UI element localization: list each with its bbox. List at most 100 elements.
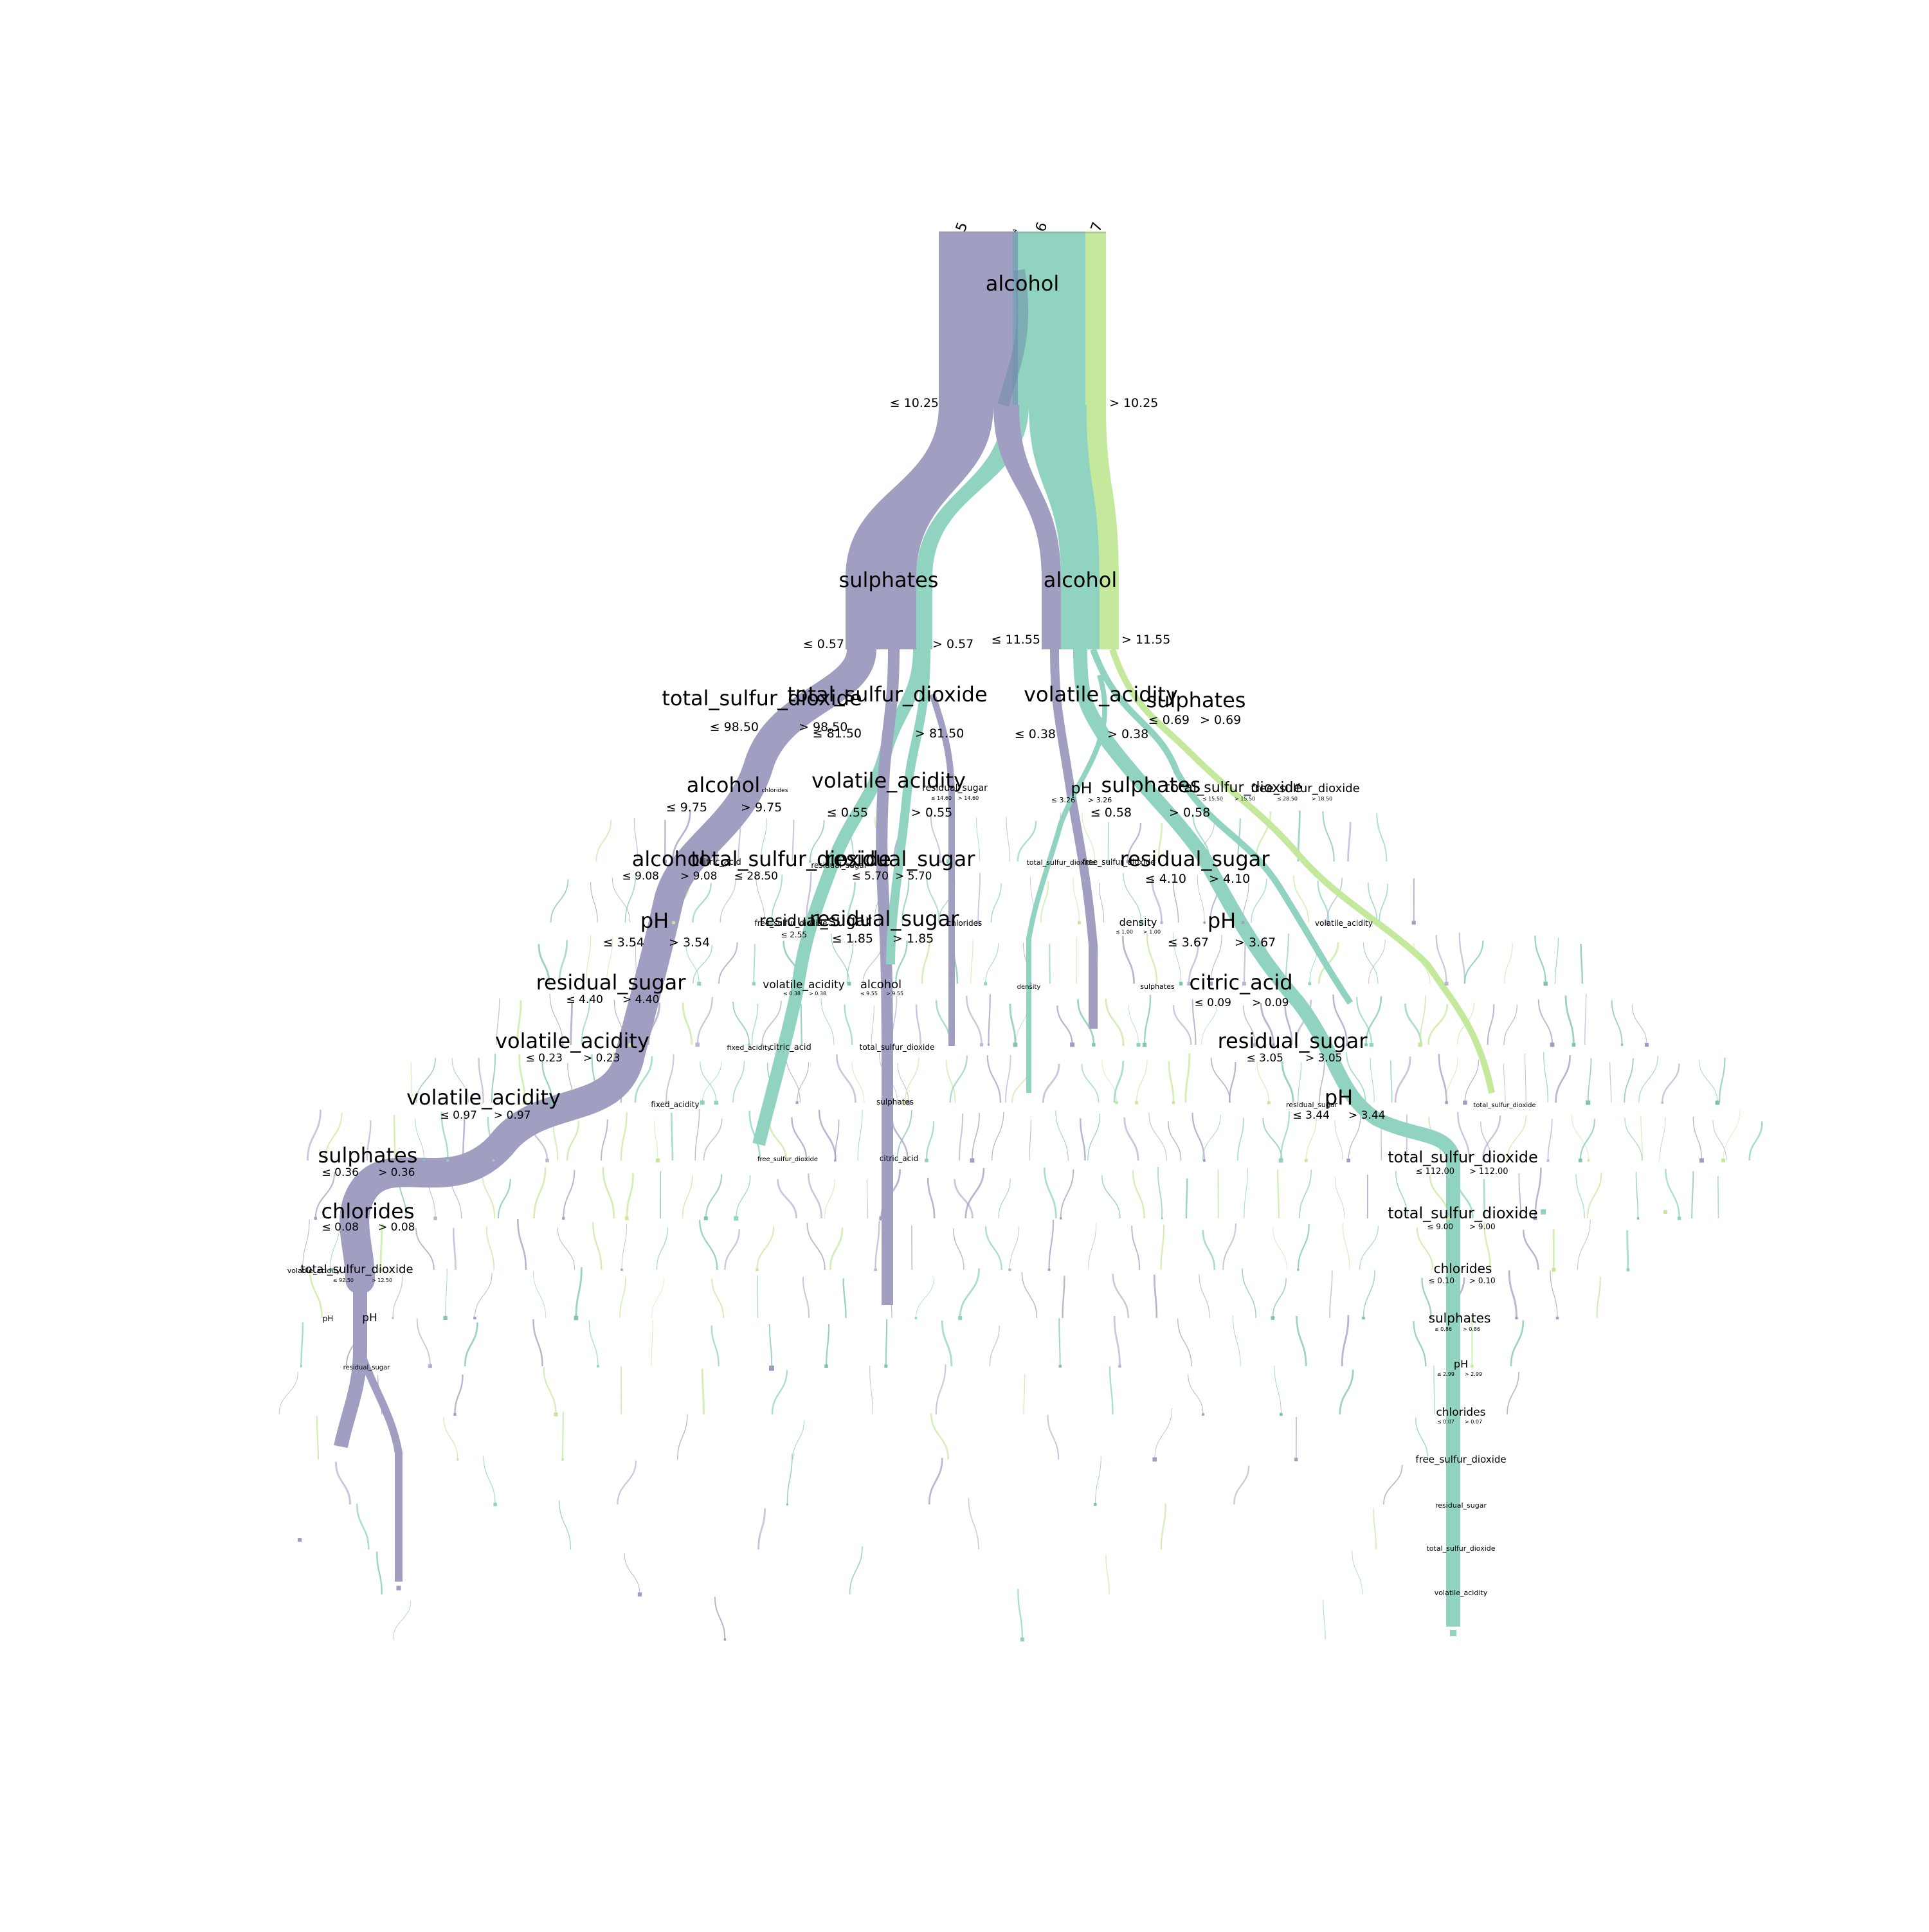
leaf-square-432 <box>1202 1413 1204 1416</box>
branch-curve-439 <box>678 1414 687 1459</box>
branch-curve-216 <box>1639 1056 1658 1103</box>
node-sulph2-left: ≤ 0.69 <box>1148 713 1190 727</box>
branch-curve-79 <box>847 940 853 984</box>
branch-curve-230 <box>554 1121 558 1160</box>
branch-curve-256 <box>1168 1121 1181 1160</box>
branch-curve-132 <box>1010 1004 1015 1045</box>
branch-curve-388 <box>1199 1274 1209 1318</box>
branch-curve-73 <box>693 945 712 984</box>
leaf-square-352 <box>1048 1268 1051 1271</box>
node-root-left: ≤ 10.25 <box>890 396 939 410</box>
flow-left-spine-2 <box>341 1279 360 1447</box>
branch-curve-189 <box>1043 1064 1059 1103</box>
leaf-square-391 <box>1271 1316 1275 1320</box>
leaf-square-265 <box>1346 1159 1350 1162</box>
leaf-square-297 <box>734 1216 738 1221</box>
branch-curve-119 <box>698 997 712 1045</box>
leaf-square-138 <box>1137 1043 1141 1047</box>
node-va1-right: > 0.38 <box>1107 727 1148 741</box>
leaf-square-409 <box>884 1365 887 1368</box>
leaf-square-286 <box>433 1216 437 1220</box>
branch-curve-194 <box>1169 1061 1173 1103</box>
branch-curve-289 <box>534 1167 546 1218</box>
branch-curve-273 <box>1571 1114 1589 1160</box>
node-dens2-feature: density <box>1017 984 1041 991</box>
node-ca2-feature: citric_acid <box>1189 970 1292 995</box>
branch-curve-258 <box>1202 1115 1220 1160</box>
branch-curve-342 <box>725 1229 739 1270</box>
branch-curve-377 <box>712 1279 723 1318</box>
branch-curve-130 <box>966 996 981 1045</box>
leaf-square-423 <box>453 1413 456 1416</box>
branch-curve-36 <box>693 883 711 923</box>
branch-curve-341 <box>700 1220 717 1270</box>
leaf-square-372 <box>444 1316 448 1320</box>
node-tsd9-feature: total_sulfur_dioxide <box>860 1043 935 1052</box>
leaf-square-344 <box>756 1268 758 1271</box>
leaf-square-450 <box>786 1504 788 1506</box>
branch-curve-109 <box>1581 944 1582 984</box>
branch-curve-415 <box>1297 1316 1306 1366</box>
branch-curve-259 <box>1238 1118 1244 1160</box>
branch-curve-334 <box>453 1228 455 1270</box>
node-dens-feature: density <box>1119 916 1157 928</box>
leaf-square-262 <box>1279 1159 1283 1163</box>
leaf-square-408 <box>824 1364 828 1368</box>
leaf-square-148 <box>1370 1043 1373 1047</box>
branch-curve-427 <box>870 1366 873 1414</box>
node-chl4-right: > 0.10 <box>1469 1276 1496 1285</box>
node-ph4-right: > 3.44 <box>1348 1109 1386 1122</box>
leaf-square-327 <box>1637 1217 1640 1220</box>
leaf-square-468 <box>1020 1638 1024 1641</box>
branch-curve-254 <box>1125 1117 1138 1160</box>
branch-curve-180 <box>852 1061 864 1103</box>
branch-curve-288 <box>498 1179 511 1218</box>
branch-curve-232 <box>601 1119 608 1160</box>
branch-curve-207 <box>1446 1057 1458 1103</box>
node-alcohol2-left: ≤ 11.55 <box>992 633 1040 647</box>
node-va3-feature: volatile_acidity <box>763 979 844 991</box>
leaf-square-351 <box>1008 1268 1011 1271</box>
branch-curve-402 <box>533 1319 542 1366</box>
branch-curve-434 <box>1434 1366 1435 1414</box>
branch-curve-437 <box>444 1416 458 1459</box>
branch-curve-380 <box>844 1278 846 1318</box>
leaf-square-281 <box>1721 1159 1725 1162</box>
branch-curve-442 <box>1047 1415 1058 1459</box>
branch-curve-449 <box>787 1454 792 1504</box>
branch-curve-84 <box>971 940 974 984</box>
branch-curve-31 <box>591 882 598 923</box>
node-fs1-feature: free_sulfur_dioxide <box>755 919 828 928</box>
node-chl1-feature: chlorides <box>762 788 788 794</box>
branch-curve-346 <box>876 1221 880 1270</box>
leaf-square-419 <box>1471 1365 1474 1368</box>
branch-curve-392 <box>1364 1270 1375 1318</box>
branch-curve-386 <box>1113 1274 1128 1318</box>
branch-curve-195 <box>1186 1054 1190 1103</box>
branch-curve-391 <box>1330 1270 1332 1318</box>
leaf-square-243 <box>834 1159 836 1161</box>
leaf-square-366 <box>1552 1268 1556 1272</box>
leaf-square-373 <box>473 1317 476 1319</box>
node-va7-feature: volatile_acidity <box>1315 919 1373 928</box>
branch-curve-246 <box>927 1121 934 1160</box>
leaf-square-404 <box>597 1365 599 1368</box>
branch-curve-159 <box>1632 1004 1647 1045</box>
leaf-square-347 <box>874 1268 877 1271</box>
flow-root-class7 <box>1085 231 1106 405</box>
branch-curve-329 <box>1718 1176 1719 1218</box>
node-tsd11-feature: total_sulfur_dioxide <box>1473 1102 1535 1109</box>
leaf-square-328 <box>1678 1216 1681 1220</box>
branch-curve-371 <box>446 1268 448 1318</box>
branch-curve-436 <box>317 1416 318 1459</box>
branch-curve-343 <box>757 1226 774 1270</box>
major-leaf-4 <box>298 1538 302 1542</box>
leaf-square-228 <box>493 1159 495 1162</box>
leaf-square-59 <box>1242 921 1244 924</box>
node-alc3-feature: alcohol <box>687 773 760 797</box>
branch-curve-105 <box>1465 941 1483 984</box>
branch-curve-315 <box>1300 1169 1311 1218</box>
branch-curve-59 <box>1251 879 1267 923</box>
node-pha-feature: pH <box>323 1314 334 1323</box>
